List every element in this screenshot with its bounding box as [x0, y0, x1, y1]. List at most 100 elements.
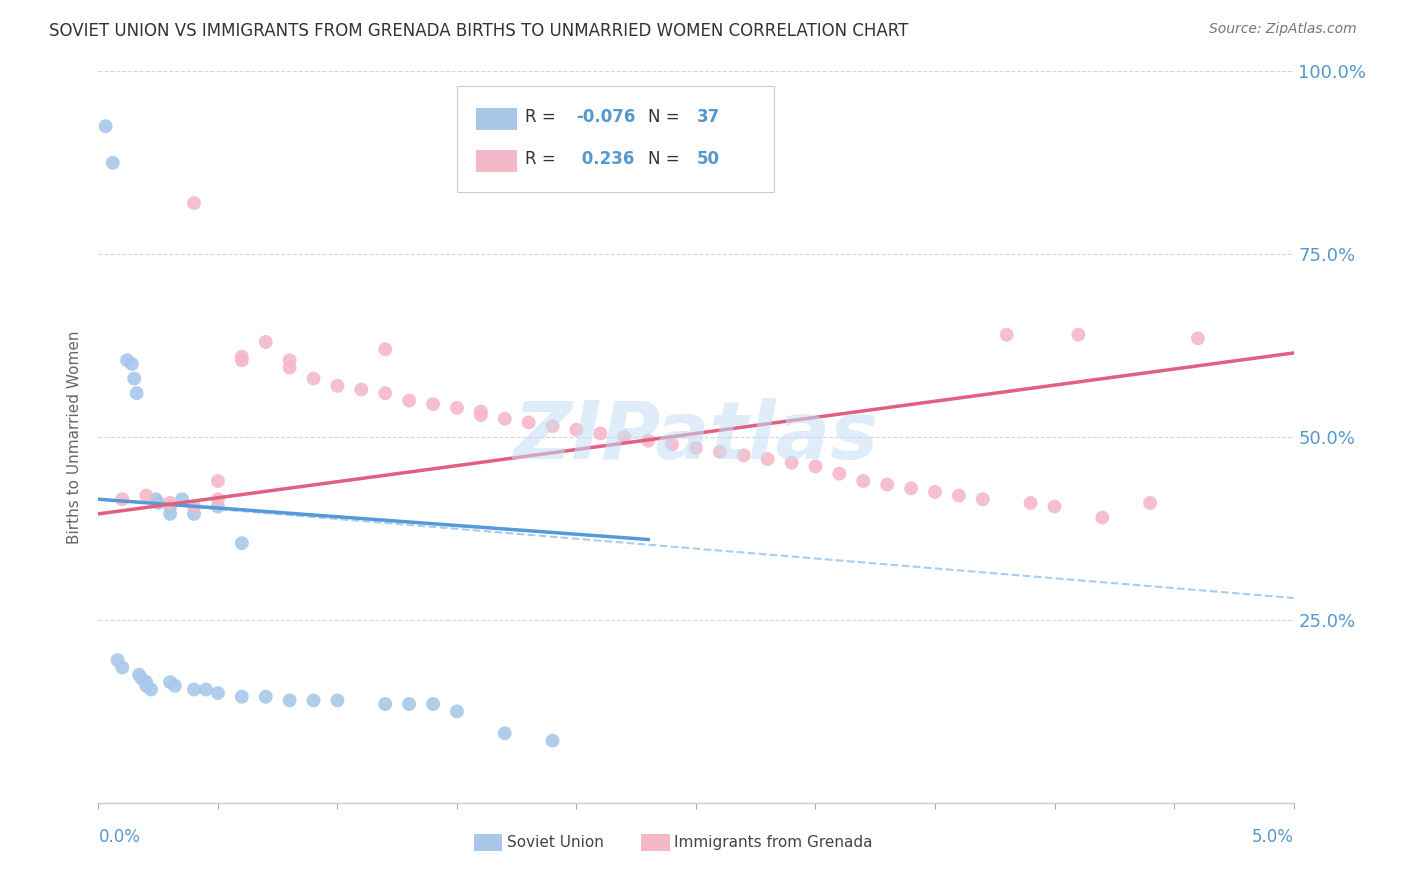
- Text: 50: 50: [697, 150, 720, 168]
- Point: [685, 441, 707, 455]
- FancyBboxPatch shape: [477, 108, 517, 130]
- Point: [111, 492, 134, 507]
- Point: [207, 500, 229, 514]
- Point: [446, 401, 468, 415]
- Point: [231, 536, 253, 550]
- Point: [159, 496, 181, 510]
- Point: [326, 379, 349, 393]
- Point: [326, 693, 349, 707]
- Point: [1067, 327, 1090, 342]
- Point: [948, 489, 970, 503]
- Point: [207, 686, 229, 700]
- Point: [131, 672, 153, 686]
- Point: [995, 327, 1018, 342]
- Text: 0.0%: 0.0%: [98, 829, 141, 847]
- Point: [374, 386, 396, 401]
- Point: [302, 371, 325, 385]
- Point: [1187, 331, 1209, 345]
- Point: [278, 360, 301, 375]
- Point: [494, 412, 516, 426]
- Point: [972, 492, 994, 507]
- Text: N =: N =: [648, 150, 685, 168]
- Point: [121, 357, 143, 371]
- Point: [613, 430, 636, 444]
- Point: [422, 397, 444, 411]
- Point: [637, 434, 659, 448]
- Point: [1043, 500, 1066, 514]
- Point: [661, 437, 683, 451]
- Point: [254, 690, 277, 704]
- Point: [1139, 496, 1161, 510]
- Point: [159, 675, 181, 690]
- Point: [183, 682, 205, 697]
- Point: [94, 119, 117, 133]
- Point: [756, 452, 779, 467]
- Point: [278, 353, 301, 368]
- FancyBboxPatch shape: [641, 833, 669, 851]
- Text: SOVIET UNION VS IMMIGRANTS FROM GRENADA BIRTHS TO UNMARRIED WOMEN CORRELATION CH: SOVIET UNION VS IMMIGRANTS FROM GRENADA …: [49, 22, 908, 40]
- FancyBboxPatch shape: [457, 86, 773, 192]
- Y-axis label: Births to Unmarried Women: Births to Unmarried Women: [67, 330, 83, 544]
- Point: [107, 653, 129, 667]
- FancyBboxPatch shape: [474, 833, 502, 851]
- Point: [172, 492, 194, 507]
- Point: [470, 404, 492, 418]
- Point: [231, 350, 253, 364]
- Point: [494, 726, 516, 740]
- Point: [163, 679, 186, 693]
- Point: [148, 496, 170, 510]
- Point: [852, 474, 875, 488]
- Text: ZIPatlas: ZIPatlas: [513, 398, 879, 476]
- Point: [111, 660, 134, 674]
- Point: [183, 196, 205, 211]
- Point: [733, 448, 755, 462]
- Point: [254, 334, 277, 349]
- Point: [374, 697, 396, 711]
- Point: [207, 474, 229, 488]
- Point: [900, 481, 922, 495]
- Point: [804, 459, 827, 474]
- Text: R =: R =: [524, 150, 561, 168]
- Text: R =: R =: [524, 109, 561, 127]
- Point: [446, 705, 468, 719]
- Point: [124, 371, 146, 385]
- Point: [422, 697, 444, 711]
- Text: -0.076: -0.076: [576, 109, 636, 127]
- Point: [517, 416, 540, 430]
- Point: [139, 682, 162, 697]
- Text: Soviet Union: Soviet Union: [508, 835, 605, 850]
- Point: [101, 156, 124, 170]
- Text: N =: N =: [648, 109, 685, 127]
- Point: [302, 693, 325, 707]
- Point: [145, 492, 167, 507]
- Point: [278, 693, 301, 707]
- Point: [115, 353, 138, 368]
- Point: [924, 485, 946, 500]
- Point: [350, 383, 373, 397]
- Point: [135, 679, 157, 693]
- Point: [565, 423, 588, 437]
- Point: [876, 477, 898, 491]
- Point: [159, 500, 181, 514]
- Point: [1091, 510, 1114, 524]
- Point: [398, 393, 420, 408]
- Text: 37: 37: [697, 109, 720, 127]
- Point: [828, 467, 851, 481]
- Point: [159, 507, 181, 521]
- Point: [183, 507, 205, 521]
- Point: [541, 733, 564, 747]
- Point: [589, 426, 612, 441]
- Text: 0.236: 0.236: [576, 150, 636, 168]
- Point: [780, 456, 803, 470]
- Point: [470, 408, 492, 422]
- Text: 5.0%: 5.0%: [1251, 829, 1294, 847]
- Point: [398, 697, 420, 711]
- Point: [207, 492, 229, 507]
- FancyBboxPatch shape: [477, 150, 517, 171]
- Point: [231, 353, 253, 368]
- Point: [374, 343, 396, 357]
- Point: [125, 386, 148, 401]
- Point: [195, 682, 218, 697]
- Point: [1019, 496, 1042, 510]
- Point: [709, 444, 731, 458]
